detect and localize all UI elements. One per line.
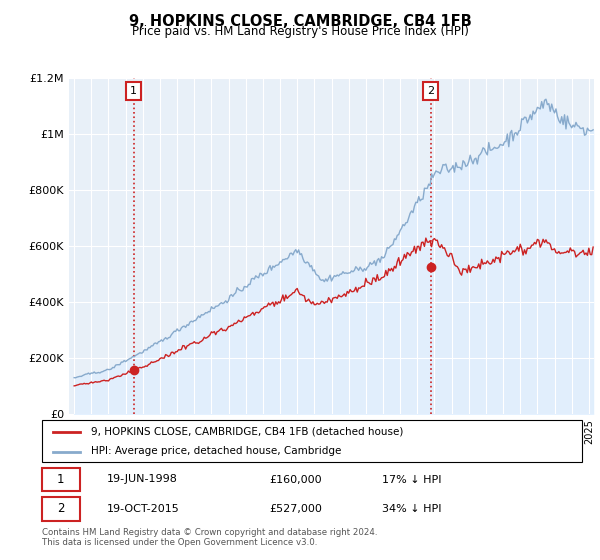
Text: Contains HM Land Registry data © Crown copyright and database right 2024.
This d: Contains HM Land Registry data © Crown c… — [42, 528, 377, 547]
Text: 9, HOPKINS CLOSE, CAMBRIDGE, CB4 1FB: 9, HOPKINS CLOSE, CAMBRIDGE, CB4 1FB — [128, 14, 472, 29]
Text: 19-OCT-2015: 19-OCT-2015 — [107, 504, 179, 514]
FancyBboxPatch shape — [42, 468, 80, 491]
Text: Price paid vs. HM Land Registry's House Price Index (HPI): Price paid vs. HM Land Registry's House … — [131, 25, 469, 38]
Text: £527,000: £527,000 — [269, 504, 322, 514]
Text: 2: 2 — [427, 86, 434, 96]
Text: 9, HOPKINS CLOSE, CAMBRIDGE, CB4 1FB (detached house): 9, HOPKINS CLOSE, CAMBRIDGE, CB4 1FB (de… — [91, 427, 403, 437]
Text: 1: 1 — [57, 473, 65, 486]
Text: HPI: Average price, detached house, Cambridge: HPI: Average price, detached house, Camb… — [91, 446, 341, 456]
Text: 34% ↓ HPI: 34% ↓ HPI — [382, 504, 442, 514]
Text: 19-JUN-1998: 19-JUN-1998 — [107, 474, 178, 484]
FancyBboxPatch shape — [42, 497, 80, 521]
FancyBboxPatch shape — [42, 420, 582, 462]
Text: 2: 2 — [57, 502, 65, 515]
Text: 1: 1 — [130, 86, 137, 96]
Text: £160,000: £160,000 — [269, 474, 322, 484]
Text: 17% ↓ HPI: 17% ↓ HPI — [382, 474, 442, 484]
